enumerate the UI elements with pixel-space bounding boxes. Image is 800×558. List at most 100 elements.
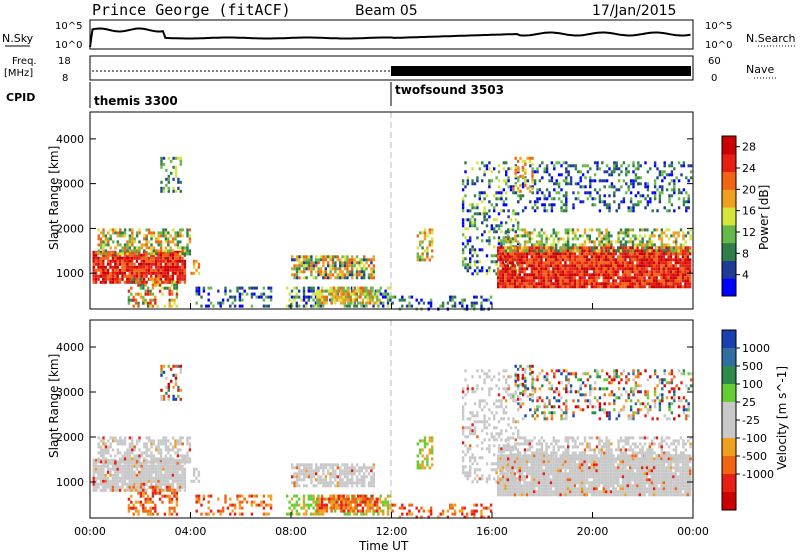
velocity-cell — [353, 466, 355, 469]
power-cell — [661, 188, 663, 191]
power-cell — [593, 285, 595, 288]
power-cell — [497, 273, 499, 276]
power-cell — [112, 257, 114, 260]
velocity-cell — [110, 454, 112, 457]
power-cell — [675, 231, 677, 234]
power-cell — [596, 161, 598, 164]
power-cell — [606, 170, 608, 173]
power-cell — [667, 270, 669, 273]
power-cell — [521, 285, 523, 288]
power-cell — [198, 293, 200, 296]
power-cell — [618, 203, 620, 206]
velocity-cell — [153, 439, 155, 442]
power-cell — [574, 270, 576, 273]
velocity-cell — [117, 465, 119, 468]
power-cell — [639, 249, 641, 252]
velocity-cell — [337, 475, 339, 478]
power-cell — [617, 285, 619, 288]
velocity-cell — [129, 460, 131, 463]
power-cell — [363, 267, 365, 270]
power-cell — [607, 282, 609, 285]
power-cell — [149, 299, 151, 302]
velocity-cell — [134, 457, 136, 460]
power-cell — [531, 282, 533, 285]
power-cell — [567, 237, 569, 240]
velocity-cell — [349, 472, 351, 475]
power-cell — [670, 258, 672, 261]
velocity-cell — [167, 483, 169, 486]
velocity-cell — [141, 451, 143, 454]
power-cell — [102, 281, 104, 284]
power-cell — [622, 276, 624, 279]
power-cell — [462, 242, 464, 245]
velocity-cell — [105, 451, 107, 454]
power-cell — [145, 257, 147, 260]
power-cell — [135, 293, 137, 296]
power-cell — [535, 273, 537, 276]
power-cell — [141, 275, 143, 278]
velocity-cell — [160, 486, 162, 489]
velocity-cell — [363, 484, 365, 487]
power-cell — [502, 264, 504, 267]
power-cell — [160, 254, 162, 257]
power-cell — [476, 212, 478, 215]
velocity-cell — [368, 472, 370, 475]
power-cell — [567, 243, 569, 246]
power-cell — [495, 191, 497, 194]
velocity-cell — [317, 513, 319, 516]
velocity-cell — [440, 513, 442, 516]
power-cell — [322, 273, 324, 276]
power-cell — [637, 167, 639, 170]
power-cell — [591, 240, 593, 243]
power-cell — [524, 160, 526, 163]
power-cell — [129, 228, 131, 231]
power-cell — [624, 276, 626, 279]
power-cell — [522, 175, 524, 178]
power-cell — [165, 252, 167, 255]
velocity-cell — [189, 448, 191, 451]
power-cell — [557, 231, 559, 234]
power-cell — [327, 273, 329, 276]
power-cell — [124, 281, 126, 284]
power-cell — [623, 179, 625, 182]
power-cell — [122, 234, 124, 237]
power-cell — [169, 275, 171, 278]
velocity-cell — [303, 466, 305, 469]
velocity-cell — [157, 513, 159, 516]
nsearch-label: N.Search — [746, 32, 796, 45]
power-cell — [612, 276, 614, 279]
power-cell — [134, 240, 136, 243]
power-cell — [143, 254, 145, 257]
power-cell — [172, 272, 174, 275]
velocity-cell — [320, 513, 322, 516]
velocity-cell — [165, 474, 167, 477]
power-cell — [600, 255, 602, 258]
velocity-cell — [426, 457, 428, 460]
velocity-cell — [126, 457, 128, 460]
power-cell — [107, 257, 109, 260]
power-cell — [588, 261, 590, 264]
power-cell — [140, 293, 142, 296]
velocity-cell — [177, 448, 179, 451]
velocity-cell — [305, 475, 307, 478]
power-cell — [121, 269, 123, 272]
power-cell — [134, 249, 136, 252]
velocity-cell — [387, 507, 389, 510]
power-cell — [340, 302, 342, 305]
power-cell — [500, 209, 502, 212]
power-cell — [488, 209, 490, 212]
power-cell — [581, 234, 583, 237]
velocity-cell — [109, 489, 111, 492]
power-cell — [591, 255, 593, 258]
power-cell — [603, 285, 605, 288]
velocity-cell — [145, 489, 147, 492]
power-cell — [498, 164, 500, 167]
velocity-cell — [100, 471, 102, 474]
power-cell — [511, 285, 513, 288]
velocity-cell — [166, 489, 168, 492]
power-cell — [504, 252, 506, 255]
velocity-cell — [177, 451, 179, 454]
power-cell — [682, 231, 684, 234]
power-cell — [418, 302, 420, 305]
velocity-cell — [149, 498, 151, 501]
